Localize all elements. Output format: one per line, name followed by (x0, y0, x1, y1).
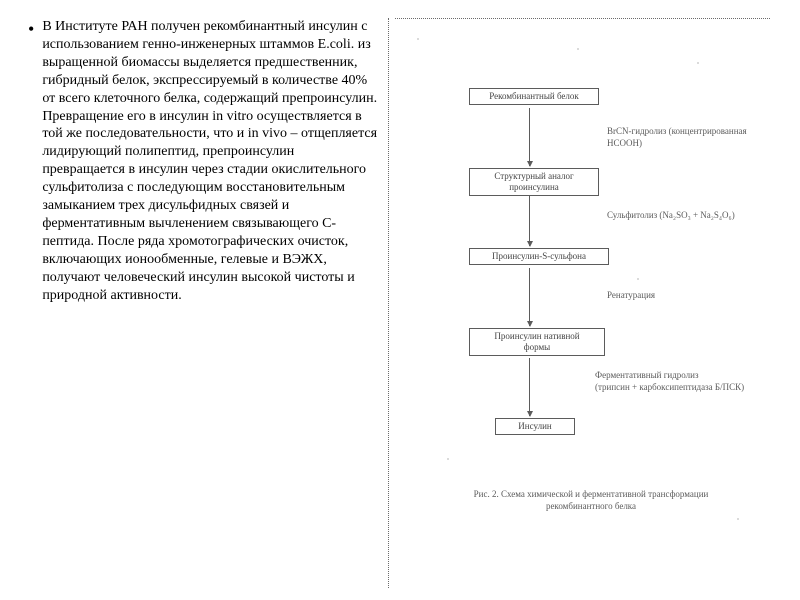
speck (637, 278, 639, 280)
figure-caption: Рис. 2. Схема химической и ферментативно… (441, 488, 741, 512)
speck (447, 458, 449, 460)
flow-annotation: Ренатурация (607, 290, 777, 302)
flow-node: Рекомбинантный белок (469, 88, 599, 105)
bullet-item: • В Институте РАН получен рекомбинантный… (28, 18, 380, 305)
speck (417, 38, 419, 40)
flow-arrow (529, 196, 530, 246)
flow-annotation: Сульфитолиз (Na₂SO₃ + Na₂S₄O₆) (607, 210, 777, 222)
left-column: • В Институте РАН получен рекомбинантный… (28, 18, 388, 588)
flow-node: Проинсулин нативной формы (469, 328, 605, 356)
right-column: Рекомбинантный белок Структурный аналог п… (388, 18, 780, 588)
slide-root: • В Институте РАН получен рекомбинантный… (0, 0, 800, 600)
speck (577, 48, 579, 50)
main-paragraph: В Институте РАН получен рекомбинантный и… (42, 18, 380, 305)
flowchart: Рекомбинантный белок Структурный аналог п… (397, 18, 780, 578)
flow-arrow (529, 108, 530, 166)
flow-arrow (529, 358, 530, 416)
bullet-dot: • (28, 18, 34, 38)
flow-node: Структурный аналог проинсулина (469, 168, 599, 196)
flow-node: Проинсулин-S-сульфона (469, 248, 609, 265)
speck (737, 518, 739, 520)
flow-node: Инсулин (495, 418, 575, 435)
flow-annotation: BrCN-гидролиз (концентрированная HCOOH) (607, 126, 777, 149)
speck (697, 62, 699, 64)
flow-annotation: Ферментативный гидролиз (трипсин + карбо… (595, 370, 785, 393)
flow-arrow (529, 268, 530, 326)
